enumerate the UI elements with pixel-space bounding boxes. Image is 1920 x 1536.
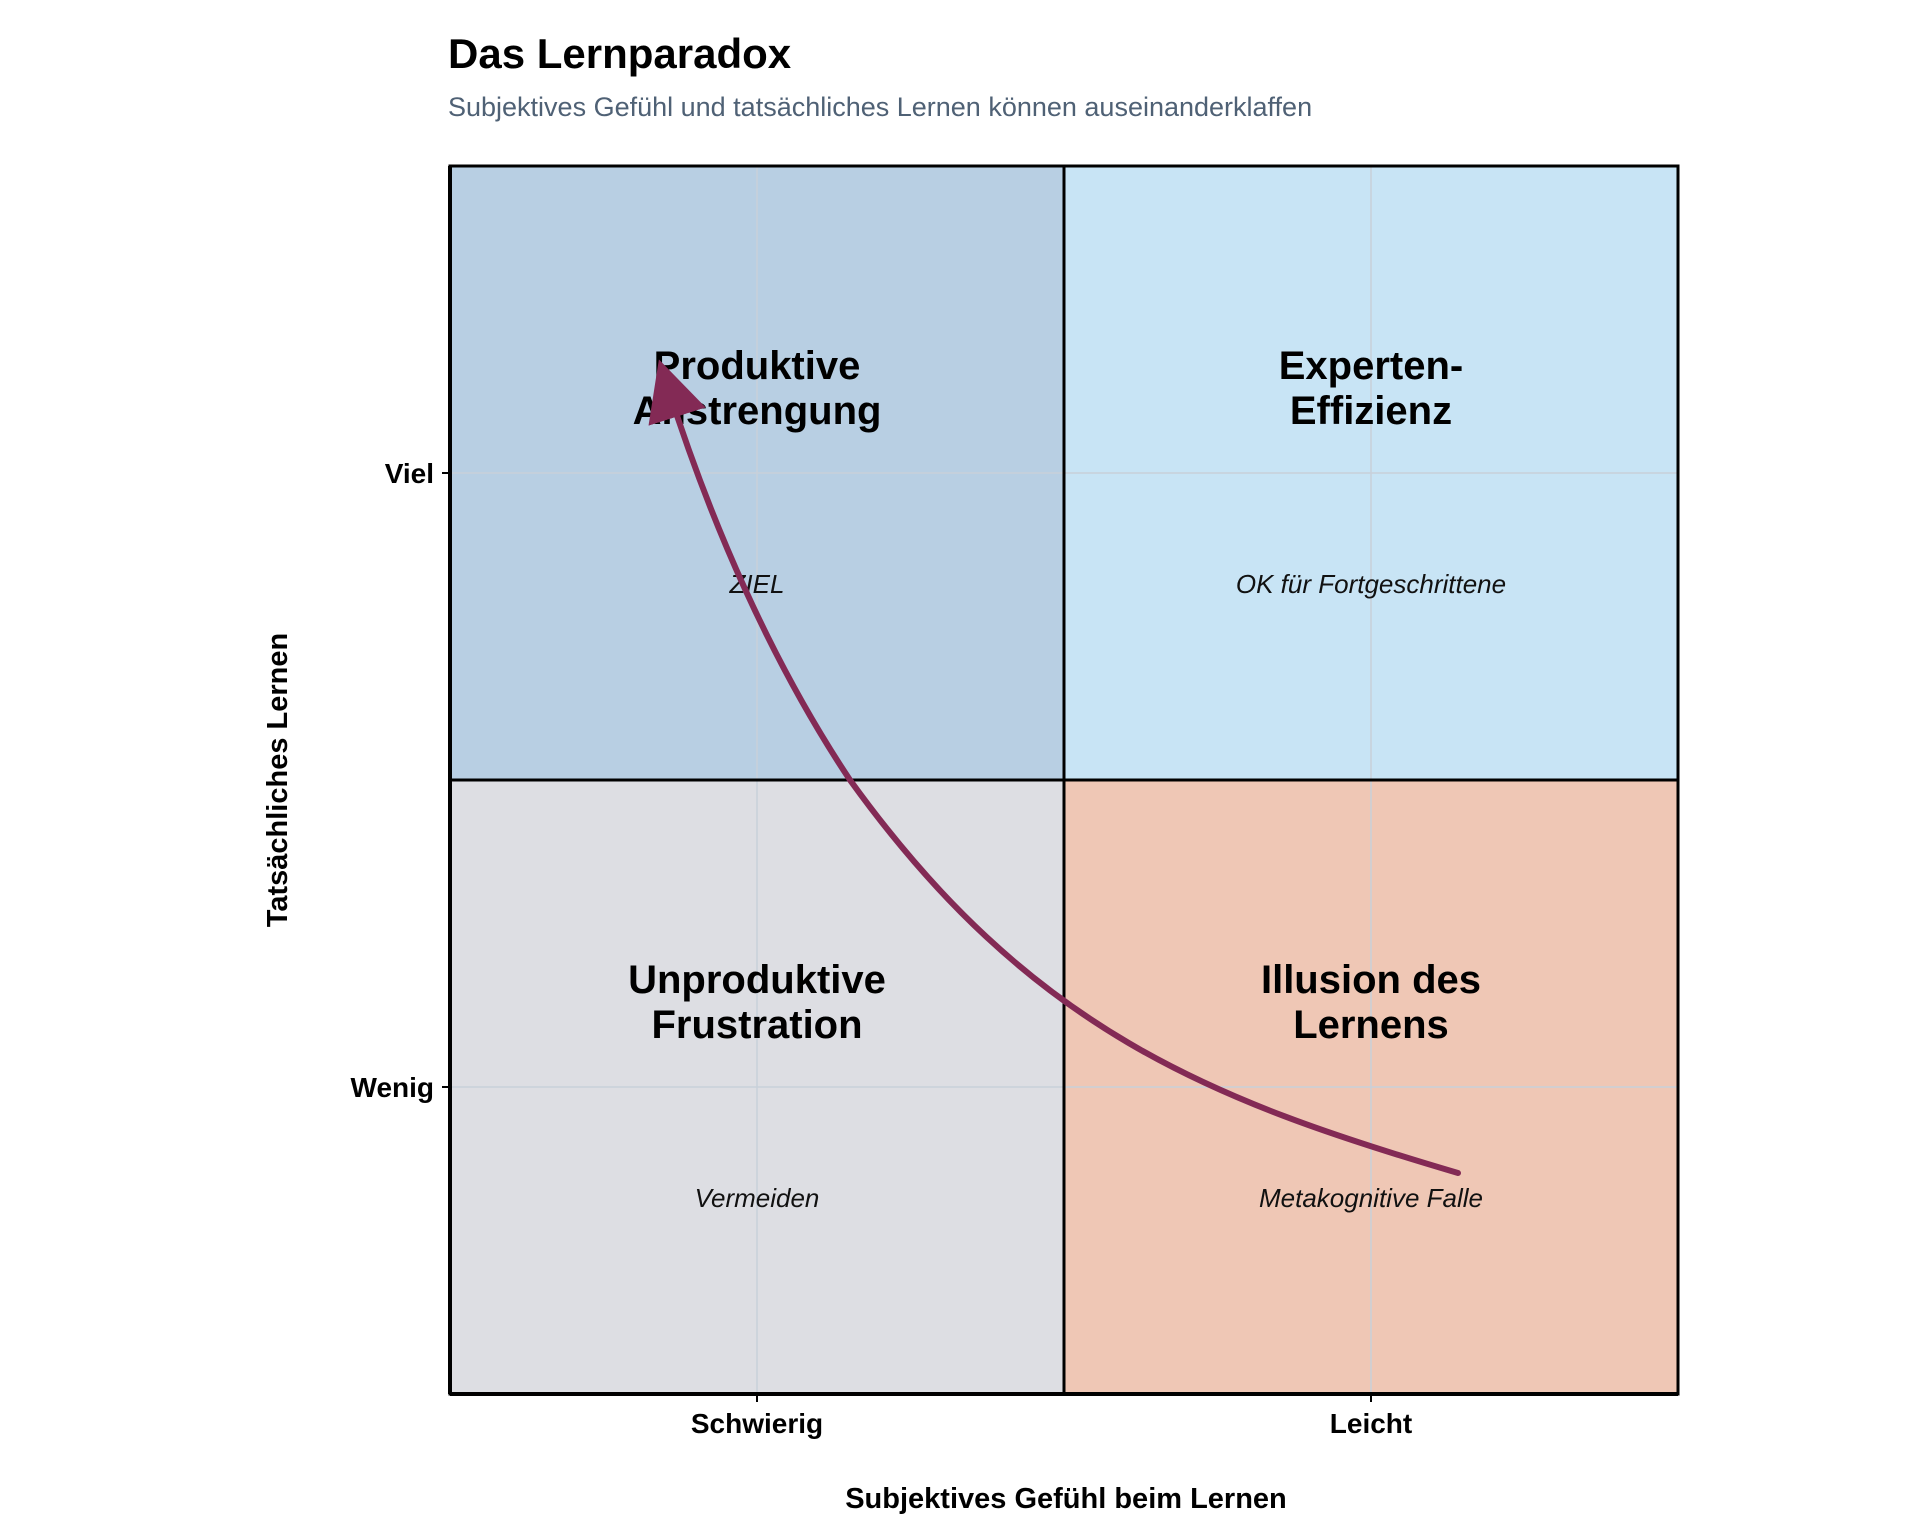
quadrant-note-frustration: Vermeiden xyxy=(695,1183,820,1213)
quadrant-note-illusion: Metakognitive Falle xyxy=(1259,1183,1483,1213)
quadrant-note-expert: OK für Fortgeschrittene xyxy=(1236,569,1506,599)
y-tick-viel: Viel xyxy=(385,458,434,489)
quadrant-title-frustration-line2: Frustration xyxy=(651,1003,862,1047)
x-tick-schwierig: Schwierig xyxy=(691,1408,823,1439)
y-tick-wenig: Wenig xyxy=(351,1072,434,1103)
quadrant-title-illusion-line1: Illusion des xyxy=(1261,958,1481,1002)
quadrant-title-expert-line2: Effizienz xyxy=(1290,389,1452,433)
chart-title: Das Lernparadox xyxy=(448,30,792,77)
x-tick-leicht: Leicht xyxy=(1330,1408,1412,1439)
quadrant-title-productive-line1: Produktive xyxy=(654,344,861,388)
axis-tick-marks xyxy=(442,472,1372,1402)
transition-arrow xyxy=(648,359,1461,1176)
quadrant-title-frustration-line1: Unproduktive xyxy=(628,958,886,1002)
y-axis-label: Tatsächliches Lernen xyxy=(262,633,294,927)
quadrant-title-expert-line1: Experten- xyxy=(1279,344,1464,388)
quadrant-title-illusion-line2: Lernens xyxy=(1293,1003,1449,1047)
x-axis-label: Subjektives Gefühl beim Lernen xyxy=(845,1483,1287,1515)
chart-subtitle: Subjektives Gefühl und tatsächliches Ler… xyxy=(448,92,1313,122)
